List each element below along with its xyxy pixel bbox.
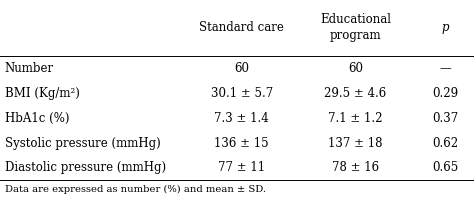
Text: 7.1 ± 1.2: 7.1 ± 1.2	[328, 112, 383, 125]
Text: 60: 60	[234, 62, 249, 75]
Text: 0.62: 0.62	[432, 137, 459, 150]
Text: 136 ± 15: 136 ± 15	[214, 137, 269, 150]
Text: Data are expressed as number (%) and mean ± SD.: Data are expressed as number (%) and mea…	[5, 185, 266, 194]
Text: 0.29: 0.29	[432, 87, 459, 100]
Text: 77 ± 11: 77 ± 11	[218, 161, 265, 174]
Text: 137 ± 18: 137 ± 18	[328, 137, 383, 150]
Text: —: —	[440, 62, 451, 75]
Text: BMI (Kg/m²): BMI (Kg/m²)	[5, 87, 80, 100]
Text: 78 ± 16: 78 ± 16	[332, 161, 379, 174]
Text: Educational
program: Educational program	[320, 13, 391, 42]
Text: 0.37: 0.37	[432, 112, 459, 125]
Text: p: p	[442, 21, 449, 33]
Text: Systolic pressure (mmHg): Systolic pressure (mmHg)	[5, 137, 161, 150]
Text: Standard care: Standard care	[199, 21, 284, 33]
Text: 7.3 ± 1.4: 7.3 ± 1.4	[214, 112, 269, 125]
Text: Number: Number	[5, 62, 54, 75]
Text: 30.1 ± 5.7: 30.1 ± 5.7	[210, 87, 273, 100]
Text: 29.5 ± 4.6: 29.5 ± 4.6	[324, 87, 387, 100]
Text: 60: 60	[348, 62, 363, 75]
Text: 0.65: 0.65	[432, 161, 459, 174]
Text: HbA1c (%): HbA1c (%)	[5, 112, 69, 125]
Text: Diastolic pressure (mmHg): Diastolic pressure (mmHg)	[5, 161, 166, 174]
